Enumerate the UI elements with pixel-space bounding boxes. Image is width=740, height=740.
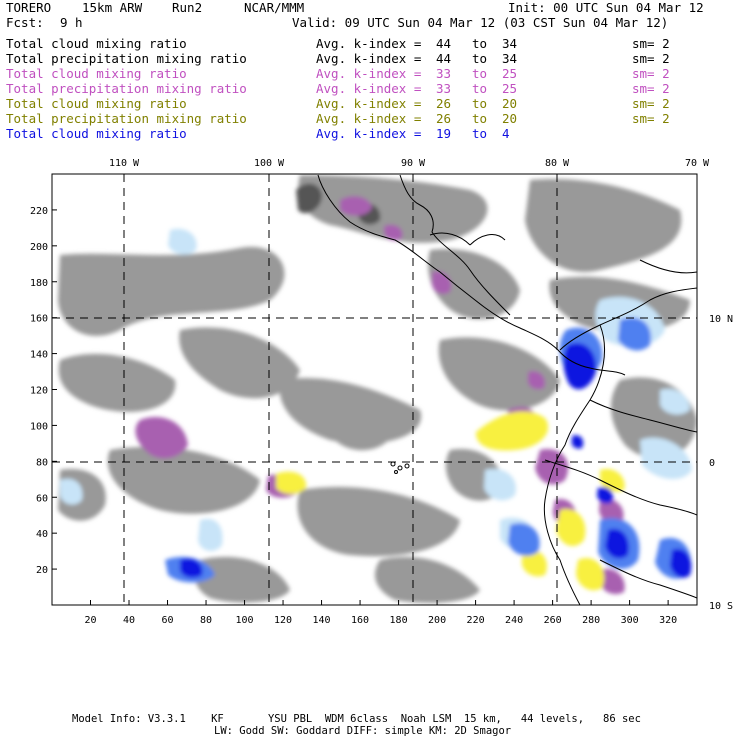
legend-name: Total precipitation mixing ratio [6,81,247,96]
legend-sm: sm= 2 [632,36,670,51]
legend-to: 34 [502,51,518,66]
purple-cloud-layer [135,196,625,595]
legend-to-word: to [472,36,488,51]
y-tick-label: 140 [30,350,48,361]
forecast-label: Fcst: [6,15,44,30]
legend-avg: Avg. k-index = [316,36,422,51]
model-run: Run2 [172,0,203,15]
y-tick-label: 40 [36,529,48,540]
legend-name: Total precipitation mixing ratio [6,51,247,66]
legend-to-word: to [472,96,488,111]
model-info-line: Model Info: V3.3.1 KF YSU PBL WDM 6class… [72,713,641,725]
legend-from: 26 [436,111,452,126]
y-tick-label: 100 [30,421,48,432]
legend-to-word: to [472,81,488,96]
legend-sm: sm= 2 [632,81,670,96]
x-tick-label: 160 [351,615,369,626]
y-tick-label: 20 [36,565,48,576]
physics-info-line: LW: Godd SW: Goddard DIFF: simple KM: 2D… [214,725,512,737]
longitude-label: 110 W [109,158,140,169]
lat-lon-grid [52,174,697,605]
legend-from: 44 [436,36,452,51]
legend-to-word: to [472,111,488,126]
model-name: TORERO [6,0,52,15]
latitude-label: 10 N [709,314,733,325]
legend-to: 20 [502,96,518,111]
legend-from: 44 [436,51,452,66]
y-tick-label: 220 [30,206,48,217]
legend-avg: Avg. k-index = [316,66,422,81]
x-tick-label: 260 [544,615,562,626]
longitude-label: 100 W [254,158,285,169]
legend-sm: sm= 2 [632,51,670,66]
legend-to-word: to [472,51,488,66]
legend-from: 33 [436,66,452,81]
y-tick-label: 80 [36,457,48,468]
x-tick-label: 60 [161,615,173,626]
valid-time: Valid: 09 UTC Sun 04 Mar 12 (03 CST Sun … [292,15,669,30]
legend-avg: Avg. k-index = [316,111,422,126]
map-axes: 220 200 180 160 140 120 100 80 60 40 20 20 40 60 80 100… [30,158,733,626]
legend-from: 33 [436,81,452,96]
legend-avg: Avg. k-index = [316,96,422,111]
legend-name: Total precipitation mixing ratio [6,111,247,126]
legend-sm: sm= 2 [632,96,670,111]
x-tick-label: 180 [390,615,408,626]
x-tick-label: 80 [200,615,212,626]
legend-avg: Avg. k-index = [316,126,422,141]
latitude-label: 10 S [709,601,733,612]
init-time: Init: 00 UTC Sun 04 Mar 12 [508,0,704,15]
x-tick-label: 140 [313,615,331,626]
latitude-label: 0 [709,458,715,469]
legend-sm: sm= 2 [632,66,670,81]
model-resolution: 15km ARW [82,0,143,15]
cloud-fields [58,175,697,603]
dark-gray-cloud-layer [296,183,381,225]
legend-to: 34 [502,36,518,51]
x-tick-label: 40 [123,615,135,626]
legend-name: Total cloud mixing ratio [6,96,187,111]
legend-avg: Avg. k-index = [316,81,422,96]
x-tick-label: 220 [467,615,485,626]
yellow-cloud-layer [276,411,625,591]
longitude-label: 70 W [685,158,710,169]
longitude-label: 80 W [545,158,570,169]
legend-avg: Avg. k-index = [316,51,422,66]
x-tick-label: 120 [274,615,292,626]
legend-to-word: to [472,126,488,141]
legend-sm: sm= 2 [632,111,670,126]
legend-to-word: to [472,66,488,81]
legend-to: 25 [502,81,518,96]
legend-to: 4 [502,126,510,141]
y-tick-label: 120 [30,386,48,397]
x-tick-label: 20 [84,615,96,626]
x-tick-label: 280 [582,615,600,626]
forecast-hours: 9 h [60,15,83,30]
y-tick-label: 180 [30,278,48,289]
y-tick-label: 60 [36,493,48,504]
legend-from: 19 [436,126,452,141]
legend-name: Total cloud mixing ratio [6,66,187,81]
y-tick-label: 160 [30,314,48,325]
legend-from: 26 [436,96,452,111]
blue-cloud-layer [180,343,692,578]
coastlines [317,174,697,605]
legend-name: Total cloud mixing ratio [6,36,187,51]
x-tick-label: 300 [621,615,639,626]
x-tick-label: 100 [236,615,254,626]
legend-to: 25 [502,66,518,81]
legend-to: 20 [502,111,518,126]
model-org: NCAR/MMM [244,0,305,15]
longitude-label: 90 W [401,158,426,169]
x-tick-label: 200 [428,615,446,626]
legend-name: Total cloud mixing ratio [6,126,187,141]
y-tick-label: 200 [30,242,48,253]
x-tick-label: 320 [659,615,677,626]
x-tick-label: 240 [505,615,523,626]
